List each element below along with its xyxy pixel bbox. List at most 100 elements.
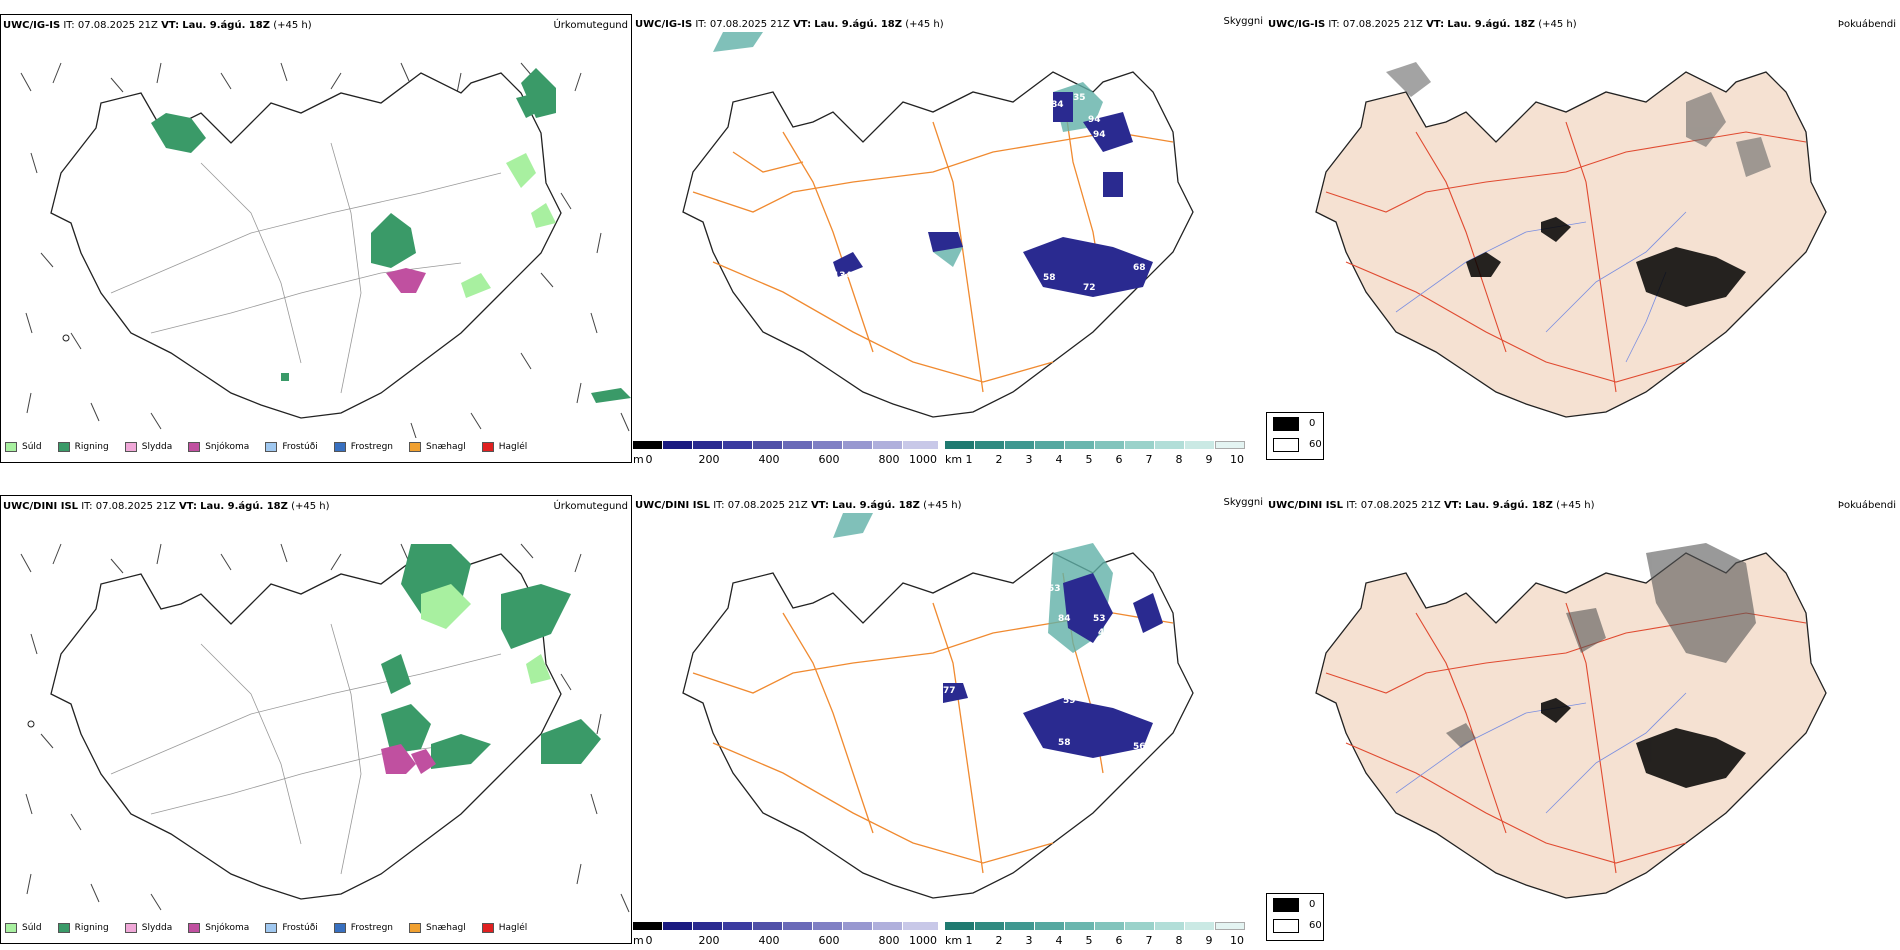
legend-swatch (265, 442, 278, 452)
cloudbase-colorbar: m 0 200 400 600 800 1000 (633, 441, 939, 467)
colorbar-tick: 1 (965, 453, 973, 466)
legend-item: Frostúði (265, 442, 318, 452)
legend-label: 0 (1309, 418, 1316, 429)
colorbar-tick: 1 (965, 934, 973, 947)
colorbar-tick: 1000 (909, 453, 937, 466)
colorbar-tick: 10 (1230, 934, 1244, 947)
svg-text:68: 68 (1133, 263, 1146, 273)
colorbar-segment (663, 441, 693, 449)
colorbar-segment (813, 441, 843, 449)
colorbar-segment (1035, 441, 1065, 449)
legend-swatch (1273, 919, 1299, 933)
colorbar-tick: 4 (1055, 934, 1063, 947)
legend-label: 60 (1309, 920, 1322, 931)
colorbar-segment (903, 441, 939, 449)
legend-item: Slydda (124, 923, 172, 933)
legend-item: Frostúði (265, 923, 318, 933)
colorbar-segment (753, 922, 783, 930)
precip-map (20, 543, 630, 913)
legend-item: Snjókoma (188, 923, 249, 933)
colorbar-segment (945, 922, 975, 930)
colorbar-tick: 400 (758, 934, 780, 947)
panel-header: UWC/DINI ISL IT: 07.08.2025 21Z VT: Lau.… (635, 500, 962, 511)
colorbar-segment (1005, 441, 1035, 449)
svg-text:44: 44 (1143, 155, 1156, 165)
colorbar-unit: km (945, 934, 963, 947)
svg-text:58: 58 (1043, 273, 1056, 283)
colorbar-tick: 9 (1205, 453, 1213, 466)
legend-item: Haglél (481, 923, 527, 933)
cloud-map: 66 61 58 72 68 134 94 94 44 84 35 94 (682, 32, 1194, 418)
colorbar-segment (723, 922, 753, 930)
cloud-map: 77 66 58 90 56 53 82 84 53 49 57 58 126 … (682, 513, 1194, 899)
colorbar-segment (1125, 441, 1155, 449)
legend-swatch (124, 923, 137, 933)
fog-map (1315, 62, 1827, 418)
svg-text:134: 134 (833, 271, 852, 281)
legend-swatch (57, 442, 70, 452)
svg-text:94: 94 (1093, 130, 1106, 140)
colorbar-tick: 7 (1145, 453, 1153, 466)
colorbar-tick: 6 (1115, 453, 1123, 466)
colorbar-segment (663, 922, 693, 930)
legend-swatch (188, 923, 201, 933)
colorbar-segment (1065, 922, 1095, 930)
colorbar-segment (753, 441, 783, 449)
colorbar-tick: 400 (758, 453, 780, 466)
legend-swatch (188, 442, 201, 452)
fog-legend: 0 60 (1266, 893, 1324, 941)
legend-label: 0 (1309, 899, 1316, 910)
precip-legend: Súld Rigning Slydda Snjókoma Frostúði Fr… (5, 442, 527, 452)
colorbar-tick: 6 (1115, 934, 1123, 947)
colorbar-tick: 8 (1175, 453, 1183, 466)
precip-type-panel-top: UWC/IG-IS IT: 07.08.2025 21Z VT: Lau. 9.… (0, 14, 632, 463)
colorbar-segment (783, 922, 813, 930)
precip-type-panel-bottom: UWC/DINI ISL IT: 07.08.2025 21Z VT: Lau.… (0, 495, 632, 944)
svg-text:126: 126 (1098, 668, 1117, 678)
colorbar-tick: 0 (645, 453, 653, 466)
colorbar-tick: 0 (645, 934, 653, 947)
colorbar-tick: 5 (1085, 453, 1093, 466)
panel-header: UWC/IG-IS IT: 07.08.2025 21Z VT: Lau. 9.… (1268, 19, 1577, 30)
visibility-colorbar: km 1 2 3 4 5 6 7 8 9 10 (945, 922, 1245, 948)
colorbar-tick: 3 (1025, 453, 1033, 466)
legend-swatch (1273, 438, 1299, 452)
colorbar-segment (1185, 922, 1215, 930)
panel-title: Skyggni (1223, 16, 1263, 27)
legend-item: Haglél (481, 442, 527, 452)
legend-item: Slydda (124, 442, 172, 452)
legend-swatch (265, 923, 278, 933)
colorbar-segment (1215, 441, 1245, 449)
colorbar-tick: 9 (1205, 934, 1213, 947)
svg-text:56: 56 (1133, 742, 1146, 752)
fog-index-panel-top: UWC/IG-IS IT: 07.08.2025 21Z VT: Lau. 9.… (1266, 14, 1896, 463)
precip-legend: Súld Rigning Slydda Snjókoma Frostúði Fr… (5, 923, 527, 933)
legend-swatch (333, 442, 346, 452)
colorbar-tick: 800 (878, 453, 900, 466)
visibility-colorbar: km 1 2 3 4 5 6 7 8 9 10 (945, 441, 1245, 467)
legend-label: 60 (1309, 439, 1322, 450)
panel-header: UWC/IG-IS IT: 07.08.2025 21Z VT: Lau. 9.… (635, 19, 944, 30)
colorbar-tick: 5 (1085, 934, 1093, 947)
legend-item: Rigning (57, 442, 109, 452)
svg-text:66: 66 (893, 240, 906, 250)
legend-item: Snæhagl (409, 442, 466, 452)
legend-swatch (481, 923, 494, 933)
svg-text:49: 49 (1098, 628, 1111, 638)
svg-text:82: 82 (1033, 606, 1046, 616)
colorbar-unit: m (633, 453, 644, 466)
colorbar-segment (1125, 922, 1155, 930)
colorbar-segment (873, 922, 903, 930)
svg-text:57: 57 (1103, 644, 1116, 654)
colorbar-segment (1065, 441, 1095, 449)
svg-text:35: 35 (1073, 93, 1086, 103)
legend-item: Súld (5, 442, 42, 452)
legend-swatch (1273, 898, 1299, 912)
panel-title: Úrkomutegund (553, 20, 628, 31)
colorbar-tick: 2 (995, 934, 1003, 947)
colorbar-tick: 200 (698, 453, 720, 466)
svg-text:58: 58 (1053, 646, 1066, 656)
legend-item: Frostregn (333, 442, 393, 452)
colorbar-segment (873, 441, 903, 449)
legend-swatch (124, 442, 137, 452)
